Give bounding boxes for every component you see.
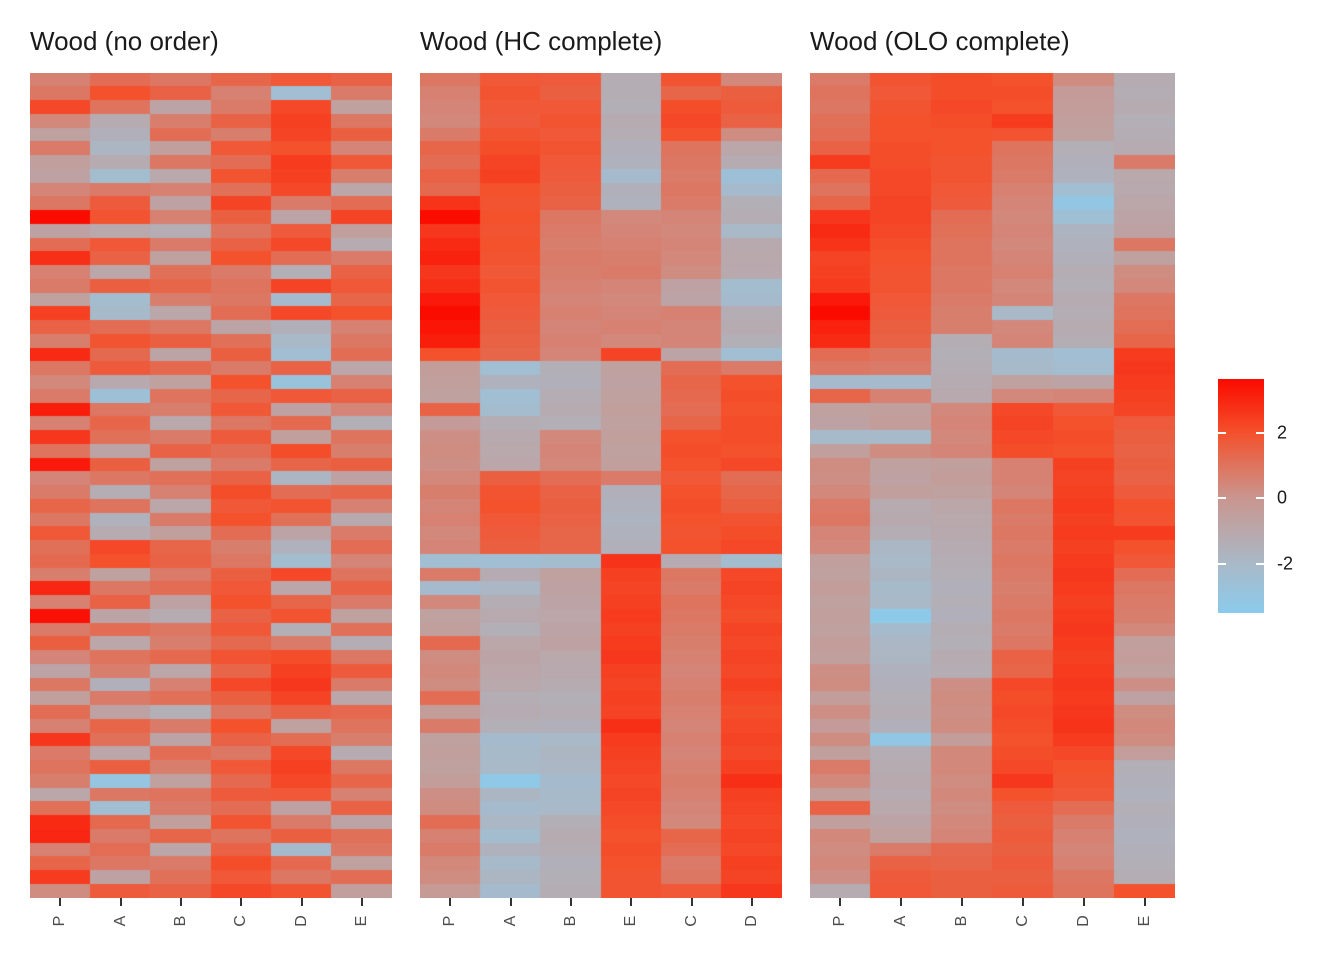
heatmap-no-order (30, 73, 392, 898)
x-axis-tick (1144, 898, 1146, 906)
x-axis-tick (59, 898, 61, 906)
x-axis-tick (180, 898, 182, 906)
x-axis-tick (570, 898, 572, 906)
legend-tick-mark (1256, 497, 1264, 500)
legend-tick-mark (1218, 562, 1226, 565)
x-axis-tick (961, 898, 963, 906)
panel-title-olo-complete: Wood (OLO complete) (810, 26, 1070, 56)
x-axis-label-P: P (831, 915, 848, 927)
heatmap-olo-complete (810, 73, 1175, 898)
heatmap-hc-complete (420, 73, 782, 898)
x-axis-label-D: D (743, 915, 760, 927)
x-axis-tick (301, 898, 303, 906)
x-axis-tick (839, 898, 841, 906)
legend-tick-mark (1256, 562, 1264, 565)
x-axis-label-D: D (1075, 915, 1092, 927)
x-axis-label-D: D (293, 915, 310, 927)
x-axis-tick (900, 898, 902, 906)
x-axis-label-A: A (892, 915, 909, 927)
panel-title-hc-complete: Wood (HC complete) (420, 26, 663, 56)
x-axis-label-B: B (953, 915, 970, 927)
x-axis-tick (751, 898, 753, 906)
legend-tick-label: 0 (1277, 487, 1288, 508)
legend-tick-label: -2 (1277, 553, 1294, 574)
x-axis-label-A: A (502, 915, 519, 927)
x-axis-tick (1022, 898, 1024, 906)
x-axis-label-C: C (683, 915, 700, 927)
x-axis-label-P: P (441, 915, 458, 927)
x-axis-label-A: A (112, 915, 129, 927)
legend-tick-mark (1256, 432, 1264, 434)
x-axis-tick (630, 898, 632, 906)
x-axis-label-E: E (1136, 915, 1153, 927)
panel-title-no-order: Wood (no order) (30, 26, 219, 56)
x-axis-label-C: C (1014, 915, 1031, 927)
x-axis-label-B: B (172, 915, 189, 927)
x-axis-tick (510, 898, 512, 906)
x-axis-tick (1083, 898, 1085, 906)
x-axis-label-E: E (353, 915, 370, 927)
legend-tick-mark (1218, 432, 1226, 434)
x-axis-label-B: B (562, 915, 579, 927)
legend-tick-mark (1218, 497, 1226, 500)
x-axis-label-E: E (622, 915, 639, 927)
legend-tick-label: 2 (1277, 422, 1288, 443)
x-axis-label-C: C (232, 915, 249, 927)
x-axis-tick (691, 898, 693, 906)
x-axis-tick (120, 898, 122, 906)
x-axis-tick (361, 898, 363, 906)
color-legend-gradient-bar (1218, 379, 1264, 613)
x-axis-tick (240, 898, 242, 906)
x-axis-label-P: P (51, 915, 68, 927)
x-axis-tick (449, 898, 451, 906)
